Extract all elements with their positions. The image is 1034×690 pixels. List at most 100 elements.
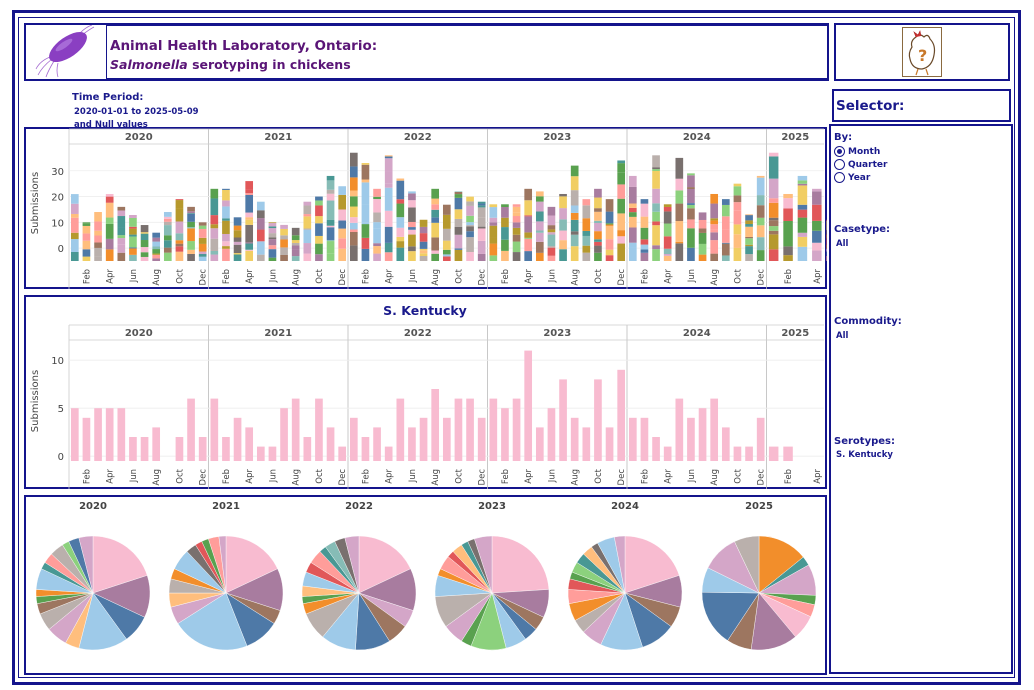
stacked-bar-15 (245, 181, 254, 261)
bar-segment (140, 252, 149, 257)
chicken-question-icon: ? (902, 27, 942, 77)
stacked-bar-42 (559, 193, 567, 261)
bar-segment (594, 245, 602, 253)
radio-month-dot[interactable] (834, 146, 845, 157)
bar-segment (768, 234, 779, 250)
bar-segment (582, 218, 591, 231)
bar-segment (594, 231, 602, 240)
bar-segment (783, 193, 793, 199)
y-tick-10: 10 (51, 218, 64, 229)
kentucky-bar-35 (477, 417, 486, 461)
bar-segment (82, 233, 91, 241)
stacked-bar-8 (163, 212, 172, 261)
bar-segment (826, 230, 827, 235)
month-tick-2022-Dec: Dec (478, 469, 488, 486)
bar-segment (745, 246, 753, 255)
bar-segment (245, 250, 254, 261)
month-tick-2022-Feb: Feb (361, 269, 371, 284)
month-tick-2021-Apr: Apr (245, 269, 255, 284)
bar-segment (594, 223, 602, 232)
radio-year[interactable]: Year (834, 172, 870, 183)
month-tick-2021-Jun: Jun (268, 269, 278, 283)
bar-segment (454, 226, 463, 235)
bar-segment (501, 217, 509, 228)
title-panel (106, 25, 828, 79)
bar-segment (559, 193, 567, 197)
radio-year-label: Year (848, 172, 871, 183)
bar-segment (477, 207, 486, 218)
bar-segment (210, 215, 219, 225)
bar-segment (663, 206, 672, 212)
bar-segment (361, 182, 370, 205)
bar-segment (710, 203, 719, 219)
bar-segment (733, 234, 742, 248)
bar-segment (512, 234, 521, 242)
kentucky-bar-45 (594, 379, 602, 461)
commodity-value[interactable]: All (836, 331, 849, 341)
bar-segment (489, 225, 498, 238)
radio-month[interactable]: Month (834, 146, 880, 157)
bar-segment (733, 183, 742, 187)
page-subtitle: Salmonella serotyping in chickens (110, 57, 351, 72)
bar-segment (826, 255, 827, 261)
month-tick-2022-Jun: Jun (408, 469, 418, 483)
kentucky-bar-chart: S. Kentucky 2020 2021 2022 2023 2024 2025 0 5 10 S… (30, 303, 824, 489)
bar-segment (94, 242, 102, 248)
bar-segment (303, 253, 312, 261)
salmonella-bacterium-icon (35, 25, 95, 78)
bar-segment (280, 228, 288, 236)
bar-segment (687, 203, 695, 205)
bar-segment (547, 225, 556, 230)
month-tick-2022-Aug: Aug (431, 469, 441, 486)
casetype-value[interactable]: All (836, 239, 849, 249)
month-tick-2020-Oct: Oct (175, 268, 185, 283)
bar-segment (652, 211, 660, 222)
stacked-bar-45 (594, 188, 602, 261)
bar-segment (233, 217, 242, 226)
bar-segment (570, 165, 579, 177)
bar-segment (384, 158, 393, 172)
bar-segment (338, 194, 347, 210)
bar-segment (570, 234, 579, 247)
bar-segment (733, 202, 742, 211)
serotypes-value[interactable]: S. Kentucky (836, 450, 893, 460)
bar-segment (94, 212, 102, 222)
bar-segment (187, 213, 195, 222)
bar-segment (419, 250, 428, 254)
bar-segment (756, 237, 765, 251)
bar-segment (710, 232, 719, 241)
pie-slice-2023-0 (491, 535, 550, 594)
bar-segment (442, 249, 451, 255)
bar-segment (582, 245, 591, 253)
kentucky-bar-57 (733, 446, 742, 461)
radio-quarter-dot[interactable] (834, 159, 845, 170)
bar-segment (698, 228, 707, 233)
bar-segment (570, 205, 579, 213)
bar-segment (756, 250, 765, 261)
month-tick-2024-Apr: Apr (664, 469, 674, 484)
bar-segment (652, 155, 660, 168)
bar-segment (663, 236, 672, 249)
bar-segment (175, 251, 184, 261)
radio-quarter-label: Quarter (848, 159, 888, 170)
bar-segment (338, 248, 347, 261)
kentucky-bar-21 (315, 398, 323, 461)
pie-2023 (434, 535, 550, 651)
bar-segment (326, 180, 335, 190)
bar-segment (721, 204, 730, 217)
bar-segment (210, 188, 219, 199)
bar-segment (396, 178, 405, 181)
bar-segment (431, 222, 440, 238)
bar-segment (198, 225, 207, 229)
bar-segment (419, 248, 428, 251)
radio-year-dot[interactable] (834, 172, 845, 183)
bar-segment (768, 217, 779, 221)
bar-segment (524, 215, 533, 217)
radio-quarter[interactable]: Quarter (834, 159, 887, 170)
stacked-bar-50 (652, 155, 660, 261)
month-tick-2020-Oct: Oct (175, 468, 185, 483)
month-tick-2024-Feb: Feb (640, 269, 650, 284)
bar-segment (745, 238, 753, 245)
bar-segment (82, 256, 91, 261)
bar-segment (117, 206, 126, 211)
